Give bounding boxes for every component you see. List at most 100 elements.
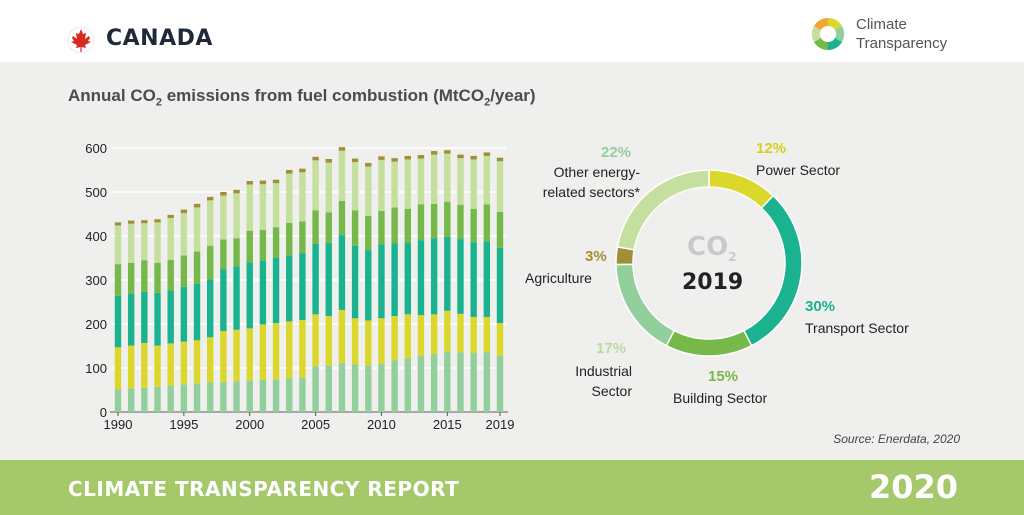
bar-segment-power — [286, 321, 293, 379]
bar-segment-agriculture — [286, 170, 293, 174]
x-tick-label: 1990 — [104, 417, 133, 432]
donut-chart — [615, 169, 803, 357]
bar-segment-other — [470, 159, 477, 209]
bar-segment-building — [154, 262, 161, 293]
bar-segment-agriculture — [338, 147, 346, 151]
bar-segment-building — [233, 238, 240, 267]
bar-segment-agriculture — [246, 181, 253, 185]
bar-segment-agriculture — [391, 158, 398, 162]
org-name: Climate Transparency — [856, 15, 947, 53]
bar-segment-transport — [154, 292, 161, 346]
bar-segment-power — [114, 347, 122, 390]
bar-segment-building — [286, 222, 293, 256]
bar-segment-power — [404, 314, 411, 359]
bar-segment-agriculture — [430, 151, 438, 155]
bar-segment-agriculture — [417, 155, 425, 159]
bar-segment-power — [167, 343, 174, 386]
bar-segment-transport — [470, 242, 477, 317]
bar-segment-transport — [312, 243, 319, 315]
bar-segment-building — [114, 264, 122, 296]
bar-segment-transport — [457, 239, 464, 314]
title-part3: /year) — [490, 86, 536, 105]
bar-segment-power — [430, 314, 438, 354]
bar-segment-transport — [404, 243, 411, 315]
bar-segment-power — [470, 316, 477, 354]
bar-segment-industrial — [457, 352, 464, 412]
y-tick-label: 100 — [85, 361, 107, 376]
footer-title: CLIMATE TRANSPARENCY REPORT — [68, 477, 460, 501]
bar-segment-agriculture — [233, 189, 240, 194]
donut-center-year: 2019 — [682, 270, 744, 295]
bar-segment-other — [483, 155, 491, 205]
footer-bar: CLIMATE TRANSPARENCY REPORT 2020 — [0, 460, 1024, 515]
bar-segment-power — [483, 316, 491, 353]
bar-segment-power — [365, 320, 372, 366]
bar-segment-other — [259, 184, 267, 230]
bar-segment-building — [496, 211, 504, 248]
bar-segment-agriculture — [351, 158, 359, 163]
bar-segment-industrial — [220, 382, 227, 412]
bar-segment-building — [167, 259, 174, 291]
bar-segment-building — [259, 229, 267, 261]
bar-segment-power — [193, 340, 201, 384]
agriculture-pct: 3% — [585, 248, 607, 265]
bar-segment-agriculture — [193, 203, 201, 208]
bar-segment-industrial — [246, 380, 253, 412]
bar-segment-industrial — [299, 377, 306, 412]
bar-segment-transport — [259, 260, 267, 325]
maple-leaf-icon — [67, 26, 95, 54]
bar-segment-other — [299, 172, 306, 222]
bar-segment-building — [404, 208, 411, 244]
y-tick-label: 400 — [85, 229, 107, 244]
bar-segment-building — [127, 262, 135, 294]
y-tick-label: 600 — [85, 141, 107, 156]
bar-segment-agriculture — [457, 154, 464, 159]
other-label-line2: related sectors* — [542, 184, 640, 200]
bar-segment-transport — [272, 258, 280, 324]
bar-segment-transport — [220, 269, 227, 332]
bar-segment-building — [365, 215, 372, 251]
title-part1: Annual CO — [68, 86, 156, 105]
bar-segment-other — [404, 159, 411, 209]
industrial-label-line2: Sector — [591, 383, 632, 399]
bar-segment-other — [167, 217, 174, 260]
bar-segment-transport — [141, 291, 148, 343]
co2-sub: 2 — [728, 250, 737, 265]
title-sub2: 2 — [484, 96, 491, 109]
bar-segment-transport — [246, 262, 253, 329]
bar-segment-power — [457, 313, 464, 353]
bar-segment-industrial — [470, 353, 477, 412]
bar-segment-building — [299, 221, 306, 254]
bar-segment-industrial — [167, 385, 174, 412]
bar-segment-transport — [233, 266, 240, 330]
bar-segment-agriculture — [207, 196, 214, 201]
bar-segment-transport — [180, 287, 188, 342]
bar-segment-agriculture — [272, 179, 280, 184]
bar-segment-power — [351, 318, 359, 365]
agriculture-label: Agriculture — [525, 270, 592, 286]
bar-segment-transport — [378, 244, 385, 319]
y-tick-label: 0 — [100, 405, 107, 420]
other-label-line1: Other energy- — [553, 164, 640, 180]
bar-segment-industrial — [444, 351, 451, 412]
bar-segment-agriculture — [312, 156, 319, 161]
bar-segment-power — [496, 323, 504, 356]
bar-segment-transport — [351, 245, 359, 319]
industrial-pct: 17% — [596, 340, 627, 357]
bar-segment-transport — [193, 283, 201, 341]
bar-segment-agriculture — [220, 192, 227, 196]
bar-segment-building — [312, 210, 319, 244]
bar-segment-industrial — [351, 364, 359, 412]
bar-segment-agriculture — [114, 222, 122, 226]
bar-segment-other — [114, 225, 122, 265]
bar-segment-agriculture — [483, 152, 491, 156]
bar-segment-transport — [207, 279, 214, 338]
bar-segment-building — [444, 201, 451, 237]
bar-segment-agriculture — [404, 155, 411, 160]
bar-segment-industrial — [404, 358, 411, 412]
bar-segment-power — [127, 345, 135, 389]
bar-segment-industrial — [286, 378, 293, 412]
bar-segment-industrial — [180, 384, 188, 412]
bar-segment-industrial — [325, 365, 332, 412]
x-tick-label: 2005 — [301, 417, 330, 432]
